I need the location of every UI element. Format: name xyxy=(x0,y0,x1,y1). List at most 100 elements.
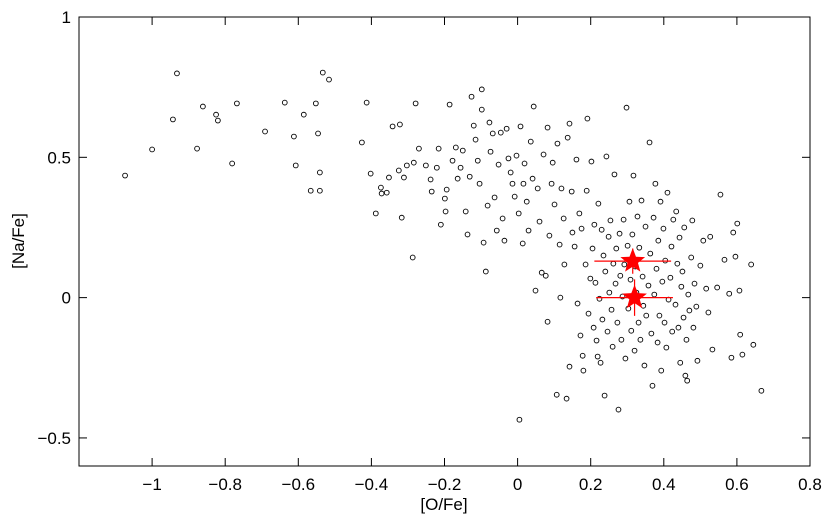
scatter-point xyxy=(611,171,618,178)
x-tick-label: 0 xyxy=(513,475,522,494)
scatter-point xyxy=(521,160,528,167)
scatter-point xyxy=(585,310,592,317)
scatter-point xyxy=(609,343,616,350)
scatter-point xyxy=(592,279,599,286)
scatter-point xyxy=(685,291,692,298)
scatter-point xyxy=(507,169,514,176)
scatter-point xyxy=(610,260,617,267)
plot-frame xyxy=(78,16,811,467)
x-tick-label: 0.6 xyxy=(725,475,749,494)
scatter-point xyxy=(590,324,597,331)
x-tick-label: 0.2 xyxy=(579,475,603,494)
scatter-point xyxy=(577,332,584,339)
scatter-point xyxy=(694,357,701,364)
scatter-point xyxy=(639,273,646,280)
scatter-point xyxy=(478,86,485,93)
scatter-point xyxy=(553,391,560,398)
scatter-point xyxy=(618,336,625,343)
scatter-point xyxy=(682,372,689,379)
scatter-point xyxy=(646,139,653,146)
scatter-point xyxy=(614,319,621,326)
x-axis-label: [O/Fe] xyxy=(420,495,467,514)
scatter-point xyxy=(606,289,613,296)
scatter-point xyxy=(684,377,691,384)
scatter-point xyxy=(669,328,676,335)
scatter-point xyxy=(591,221,598,228)
scatter-point xyxy=(433,164,440,171)
scatter-point xyxy=(549,159,556,166)
scatter-point xyxy=(596,295,603,302)
scatter-point xyxy=(505,155,512,162)
scatter-point xyxy=(717,191,724,198)
scatter-point xyxy=(516,416,523,423)
scatter-point xyxy=(642,223,649,230)
scatter-point xyxy=(389,123,396,130)
scatter-point xyxy=(563,395,570,402)
scatter-point xyxy=(576,210,583,217)
scatter-point xyxy=(653,265,660,272)
scatter-point xyxy=(608,306,615,313)
scatter-point xyxy=(635,319,642,326)
scatter-point xyxy=(497,129,504,136)
scatter-point xyxy=(670,216,677,223)
scatter-point xyxy=(667,274,674,281)
scatter-point xyxy=(174,70,180,77)
scatter-point xyxy=(383,189,390,196)
scatter-point xyxy=(262,128,268,135)
scatter-point xyxy=(674,260,681,267)
scatter-point xyxy=(673,208,680,215)
scatter-point xyxy=(546,232,553,239)
scatter-point xyxy=(582,261,589,268)
scatter-point xyxy=(449,157,456,164)
scatter-point xyxy=(312,100,319,107)
scatter-point xyxy=(194,145,200,152)
scatter-point xyxy=(647,250,654,257)
scatter-point xyxy=(556,241,563,248)
scatter-point xyxy=(605,233,612,240)
scatter-point xyxy=(457,164,464,171)
scatter-point xyxy=(656,312,663,319)
scatter-point xyxy=(319,69,326,76)
scatter-point xyxy=(690,324,697,331)
scatter-point xyxy=(622,355,629,362)
scatter-point xyxy=(588,158,595,165)
scatter-point xyxy=(470,122,477,129)
x-tick-label: −0.4 xyxy=(355,475,389,494)
scatter-point xyxy=(569,229,576,236)
scatter-point xyxy=(737,331,744,338)
scatter-point xyxy=(523,198,530,205)
scatter-point xyxy=(650,214,657,221)
scatter-point xyxy=(726,290,733,297)
scatter-point xyxy=(484,202,491,209)
scatter-point xyxy=(568,188,575,195)
scatter-point xyxy=(372,210,379,217)
scatter-point xyxy=(686,307,693,314)
scatter-point xyxy=(487,148,494,155)
scatter-point xyxy=(281,99,288,106)
scatter-point xyxy=(657,198,664,205)
scatter-point xyxy=(315,130,321,137)
scatter-point xyxy=(634,213,641,220)
scatter-point xyxy=(529,175,536,182)
scatter-point xyxy=(482,268,489,275)
scatter-point xyxy=(378,184,384,191)
scatter-point xyxy=(427,176,434,183)
scatter-point xyxy=(602,268,609,275)
scatter-point xyxy=(480,239,487,246)
scatter-point xyxy=(714,284,721,291)
scatter-point xyxy=(367,170,374,177)
scatter-point xyxy=(655,237,662,244)
scatter-point xyxy=(544,124,551,131)
scatter-point xyxy=(554,140,561,147)
scatter-point xyxy=(675,324,682,331)
scatter-point xyxy=(509,180,516,187)
scatter-point xyxy=(728,354,735,361)
scatter-point xyxy=(229,160,235,167)
scatter-point xyxy=(435,145,442,152)
scatter-point xyxy=(300,111,307,118)
scatter-point xyxy=(641,362,648,369)
scatter-point xyxy=(617,272,624,279)
scatter-point xyxy=(307,187,314,194)
scatter-point xyxy=(600,252,607,259)
